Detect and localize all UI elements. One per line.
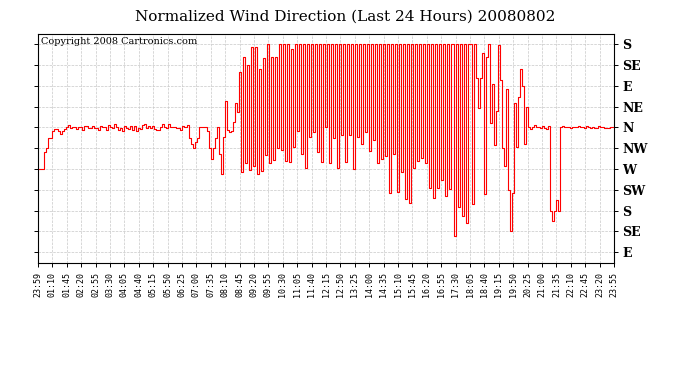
- Text: Copyright 2008 Cartronics.com: Copyright 2008 Cartronics.com: [41, 37, 197, 46]
- Text: Normalized Wind Direction (Last 24 Hours) 20080802: Normalized Wind Direction (Last 24 Hours…: [135, 9, 555, 23]
